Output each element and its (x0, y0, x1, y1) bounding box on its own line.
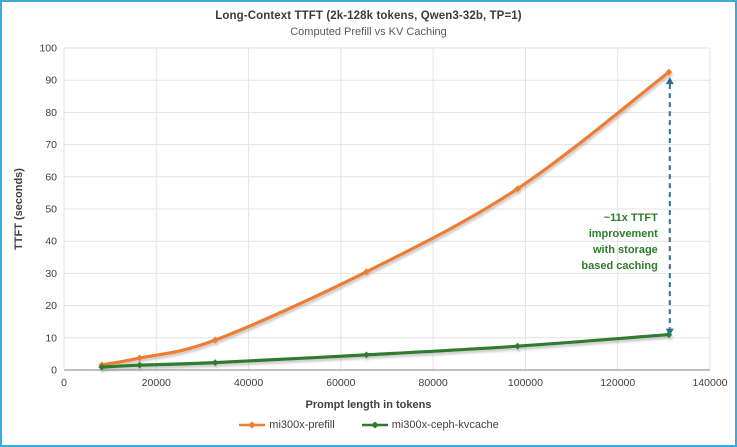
arrowhead-down-icon (665, 328, 674, 336)
annotation-line: improvement (589, 228, 658, 240)
data-point-marker (363, 351, 370, 359)
y-tick-label: 30 (45, 268, 57, 280)
y-axis-title: TTFT (seconds) (13, 168, 25, 250)
y-tick-label: 20 (45, 300, 57, 312)
annotation-line: ~11x TTFT (604, 212, 658, 224)
legend-label: mi300x-ceph-kvcache (391, 419, 499, 431)
legend: mi300x-prefill mi300x-ceph-kvcache (2, 419, 735, 431)
legend-label: mi300x-prefill (269, 419, 335, 431)
data-point-marker (514, 342, 522, 350)
data-point-marker (211, 336, 219, 344)
x-axis-title: Prompt length in tokens (305, 399, 432, 411)
y-tick-label: 40 (45, 236, 57, 248)
data-point-marker (211, 359, 219, 366)
improvement-annotation: ~11x TTFT improvement with storage based ca… (581, 212, 658, 272)
x-tick-label: 100000 (508, 377, 543, 389)
y-tick-label: 100 (39, 43, 57, 55)
y-tick-label: 0 (51, 365, 57, 377)
x-tick-label: 20000 (142, 377, 171, 389)
gridlines (63, 47, 711, 371)
data-series (98, 68, 673, 371)
x-tick-label: 60000 (326, 377, 355, 389)
y-tick-labels: 0 10 20 30 40 50 60 70 80 90 100 (39, 43, 57, 377)
y-tick-label: 80 (45, 107, 57, 119)
annotation-line: with storage (592, 244, 658, 256)
legend-sample-kvcache-icon (361, 421, 388, 429)
y-tick-label: 60 (45, 171, 57, 183)
data-point-marker (665, 68, 673, 76)
data-point-marker (136, 361, 144, 369)
data-point-marker (514, 185, 522, 193)
legend-item-prefill: mi300x-prefill (238, 419, 335, 431)
series-line (100, 70, 671, 367)
y-tick-label: 90 (45, 75, 57, 87)
data-point-marker (98, 363, 106, 371)
x-tick-labels: 0 20000 40000 60000 80000 100000 120000 140000 (61, 377, 728, 389)
improvement-dashed-arrow (665, 77, 674, 336)
x-tick-label: 140000 (692, 377, 727, 389)
x-tick-label: 0 (61, 377, 67, 389)
x-tick-label: 40000 (234, 377, 263, 389)
legend-sample-prefill-icon (239, 421, 266, 429)
legend-item-kvcache: mi300x-ceph-kvcache (361, 419, 499, 431)
series-mi300x-prefill (98, 68, 673, 369)
data-point-marker (363, 268, 370, 276)
annotation-line: based caching (581, 260, 657, 272)
x-tick-label: 120000 (600, 377, 635, 389)
chart-title: Long-Context TTFT (2k-128k tokens, Qwen3… (215, 10, 522, 22)
y-tick-label: 50 (45, 204, 57, 216)
x-tick-label: 80000 (419, 377, 448, 389)
arrowhead-up-icon (665, 77, 674, 85)
y-tick-label: 10 (45, 332, 57, 344)
chart-subtitle: Computed Prefill vs KV Caching (290, 26, 447, 38)
y-tick-label: 70 (45, 139, 57, 151)
data-point-marker (136, 354, 144, 362)
